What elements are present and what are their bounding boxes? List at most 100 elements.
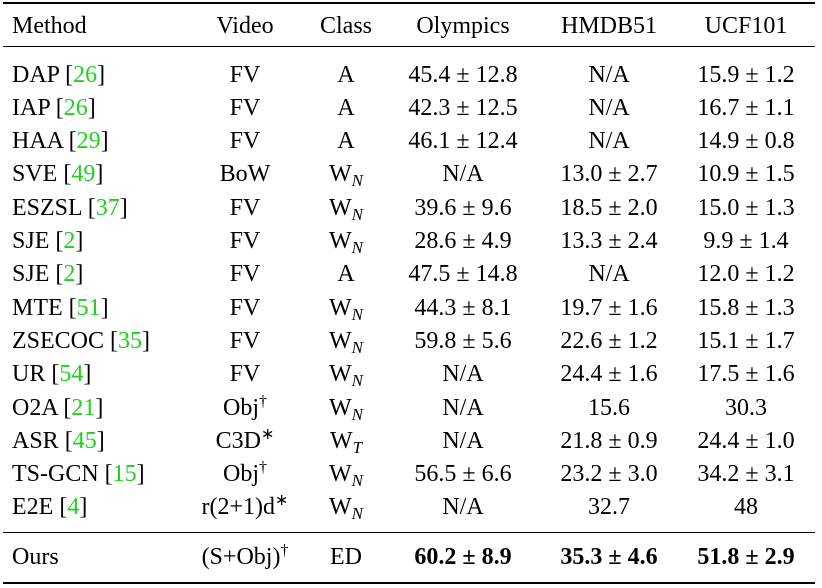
header-video: Video [216, 12, 274, 39]
cell-text: FV [229, 261, 261, 288]
method-cell: SJE [2] [12, 258, 212, 291]
cell-text: ] [95, 161, 104, 188]
sub-text: N [351, 238, 363, 257]
bold-text: 60.2 ± 8.9 [414, 543, 512, 570]
cell-text: ] [97, 61, 106, 88]
method-cell: MTE [51] [12, 292, 212, 325]
ucf101-cell: 12.0 ± 1.2 [681, 258, 811, 291]
final-rule [3, 532, 815, 533]
cite-text: 21 [71, 394, 96, 421]
cell-text: 48 [734, 494, 758, 521]
video-cell: FV [175, 292, 315, 325]
cell-text: 15.9 ± 1.2 [697, 61, 795, 88]
sub-text: T [352, 437, 363, 457]
hmdb51-cell: N/A [539, 59, 679, 92]
sub-text: N [351, 304, 363, 324]
ucf101-cell: 17.5 ± 1.6 [681, 358, 811, 391]
video-cell: Obj† [175, 458, 315, 491]
ucf101-cell: 30.3 [681, 392, 811, 425]
class-cell: WN [306, 192, 386, 225]
hmdb51-cell: 21.8 ± 0.9 [539, 425, 679, 458]
method-cell: ZSECOC [35] [12, 325, 212, 358]
cell-text: 16.7 ± 1.1 [697, 94, 795, 121]
cell-text: 13.0 ± 2.7 [560, 161, 658, 188]
cell-text: r(2+1)d [201, 494, 276, 521]
sub-text: N [351, 504, 363, 524]
bold-text: 35.3 ± 4.6 [560, 543, 658, 570]
cell-text: 17.5 ± 1.6 [697, 361, 795, 388]
cell-text: ESZSL [ [12, 194, 96, 221]
video-cell: r(2+1)d∗ [175, 491, 315, 524]
header-ucf101: UCF101 [704, 12, 788, 39]
cell-text: HAA [ [12, 128, 77, 155]
class-cell: A [306, 92, 386, 125]
cell-text: W [329, 294, 352, 321]
cell-text: ] [100, 294, 109, 321]
sub-text: N [351, 337, 363, 357]
olympics-cell: 45.4 ± 12.8 [388, 59, 538, 92]
cell-text: 59.8 ± 5.6 [414, 327, 512, 354]
cite-text: 49 [71, 161, 96, 188]
video-cell: (S+Obj)† [175, 541, 315, 574]
ucf101-cell: 15.1 ± 1.7 [681, 325, 811, 358]
cell-text: A [337, 261, 355, 288]
hmdb51-cell: 18.5 ± 2.0 [539, 192, 679, 225]
cell-text: 32.7 [588, 494, 630, 521]
video-cell: FV [175, 92, 315, 125]
hmdb51-cell: 19.7 ± 1.6 [539, 292, 679, 325]
cell-text: 30.3 [725, 394, 767, 421]
class-cell: WN [306, 225, 386, 258]
cite-text: 2 [63, 261, 76, 288]
video-cell: FV [175, 358, 315, 391]
cell-text: 14.9 ± 0.8 [697, 128, 795, 155]
hmdb51-cell: 32.7 [539, 491, 679, 524]
cell-text: C3D [215, 427, 261, 454]
cell-text: 13.3 ± 2.4 [560, 228, 658, 254]
header-method: Method [12, 12, 87, 39]
class-cell: ED [306, 541, 386, 574]
cell-text: ] [79, 494, 88, 521]
video-cell: FV [175, 59, 315, 92]
hmdb51-cell: 13.3 ± 2.4 [539, 225, 679, 258]
cell-text: ] [96, 427, 105, 454]
method-cell: Ours [12, 541, 212, 574]
ucf101-cell: 15.9 ± 1.2 [681, 59, 811, 92]
bold-text: 51.8 ± 2.9 [697, 543, 795, 570]
hmdb51-cell: 23.2 ± 3.0 [539, 458, 679, 491]
hmdb51-cell: N/A [539, 258, 679, 291]
cell-text: ED [330, 543, 362, 570]
cell-text: W [329, 194, 352, 221]
cell-text: W [329, 161, 352, 188]
cite-text: 54 [59, 361, 84, 388]
cell-text: Obj [223, 394, 259, 421]
olympics-cell: 44.3 ± 8.1 [388, 292, 538, 325]
hmdb51-cell: N/A [539, 92, 679, 125]
olympics-cell: 28.6 ± 4.9 [388, 225, 538, 258]
ucf101-cell: 9.9 ± 1.4 [681, 225, 811, 258]
class-cell: WN [306, 392, 386, 425]
cell-text: W [329, 461, 352, 488]
cell-text: 45.4 ± 12.8 [408, 61, 518, 88]
cell-text: (S+Obj) [201, 543, 281, 570]
cell-text: ] [119, 194, 128, 221]
ucf101-cell: 14.9 ± 0.8 [681, 125, 811, 158]
cell-text: N/A [588, 261, 630, 288]
cell-text: N/A [442, 494, 484, 521]
cell-text: FV [229, 194, 261, 221]
cell-text: N/A [442, 427, 484, 454]
video-cell: C3D∗ [175, 425, 315, 458]
cite-text: 4 [67, 494, 80, 521]
ucf101-cell: 15.8 ± 1.3 [681, 292, 811, 325]
hmdb51-cell: 24.4 ± 1.6 [539, 358, 679, 391]
cell-text: N/A [442, 161, 484, 188]
cell-text: Obj [223, 461, 259, 488]
video-cell: FV [175, 192, 315, 225]
hmdb51-cell: 35.3 ± 4.6 [539, 541, 679, 574]
cell-text: UR [ [12, 361, 60, 388]
sup-text: † [259, 459, 267, 477]
bottom-rule [3, 582, 815, 584]
sub-text: N [351, 171, 363, 191]
sup-text: ∗ [260, 425, 275, 443]
method-cell: SJE [2] [12, 225, 212, 258]
cite-text: 45 [72, 427, 97, 454]
